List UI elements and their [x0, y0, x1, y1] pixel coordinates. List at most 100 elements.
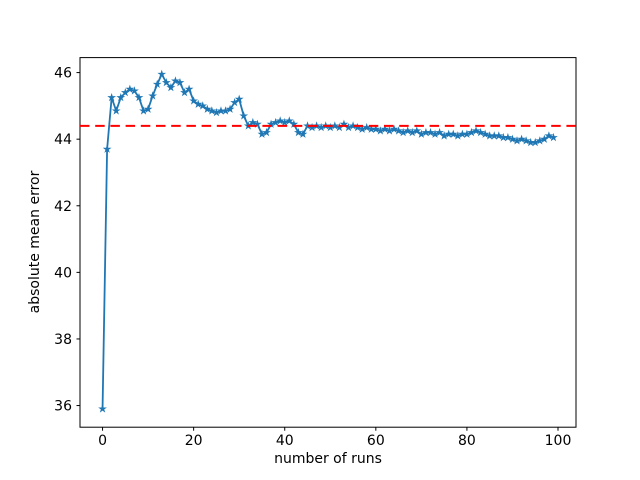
star-marker: [435, 127, 444, 137]
star-marker: [394, 126, 403, 135]
star-marker: [380, 124, 390, 133]
star-marker: [193, 99, 203, 108]
star-marker: [376, 126, 385, 135]
star-marker: [221, 106, 230, 115]
y-tick-label: 44: [54, 132, 72, 148]
star-marker: [175, 77, 185, 87]
star-marker: [494, 131, 504, 140]
star-marker: [535, 136, 545, 145]
star-marker: [107, 92, 117, 102]
star-marker: [325, 122, 335, 132]
star-marker: [253, 119, 262, 128]
star-marker: [330, 121, 340, 130]
star-marker: [335, 122, 344, 132]
x-tick-label: 0: [98, 433, 107, 449]
star-marker: [489, 131, 499, 140]
star-marker: [457, 129, 467, 138]
star-marker: [530, 137, 540, 147]
star-marker: [271, 117, 280, 127]
y-axis-label: absolute mean error: [27, 170, 43, 314]
star-marker: [448, 129, 458, 138]
y-tick-label: 38: [54, 332, 72, 348]
star-marker: [512, 136, 522, 145]
star-marker: [498, 132, 508, 142]
star-marker: [357, 124, 367, 133]
x-tick-label: 100: [545, 433, 572, 449]
star-marker: [362, 122, 372, 132]
star-marker: [130, 86, 139, 95]
star-marker: [303, 121, 312, 130]
star-marker: [207, 106, 217, 115]
y-tick-label: 46: [54, 66, 72, 82]
star-marker: [125, 84, 135, 93]
star-marker: [412, 126, 422, 135]
x-tick-label: 80: [458, 433, 476, 449]
star-marker: [371, 124, 381, 133]
x-tick-label: 20: [185, 433, 203, 449]
star-marker: [480, 129, 490, 138]
star-marker: [139, 106, 148, 115]
star-marker: [239, 111, 249, 120]
star-marker: [262, 127, 271, 137]
x-tick-label: 60: [367, 433, 385, 449]
star-marker: [189, 96, 199, 105]
y-tick-label: 40: [54, 265, 72, 281]
star-marker: [234, 94, 244, 103]
star-marker: [198, 101, 208, 110]
axes-frame: [79, 57, 577, 428]
star-marker: [462, 129, 472, 138]
star-marker: [385, 126, 394, 135]
star-marker: [184, 84, 194, 93]
x-tick-label: 40: [276, 433, 294, 449]
star-marker: [471, 126, 481, 135]
star-marker: [161, 77, 171, 87]
star-marker: [453, 131, 463, 140]
star-marker: [166, 82, 176, 92]
star-marker: [248, 117, 258, 127]
star-marker: [212, 107, 221, 117]
star-marker: [171, 76, 180, 85]
star-marker: [289, 119, 299, 128]
x-axis-label: number of runs: [274, 451, 382, 467]
star-marker: [152, 79, 162, 88]
star-marker: [134, 92, 144, 102]
star-marker: [316, 122, 326, 132]
star-marker: [439, 131, 449, 140]
star-marker: [344, 122, 353, 132]
y-tick-label: 42: [54, 199, 72, 215]
star-marker: [426, 127, 435, 137]
star-marker: [417, 129, 426, 138]
star-marker: [148, 91, 158, 100]
star-marker: [275, 116, 285, 125]
star-marker: [366, 124, 376, 133]
star-marker: [284, 116, 294, 125]
star-marker: [389, 124, 399, 133]
star-marker: [294, 127, 303, 137]
star-marker: [98, 404, 107, 413]
star-marker: [549, 132, 558, 142]
star-marker: [521, 136, 531, 145]
star-marker: [503, 132, 513, 142]
star-marker: [116, 92, 126, 102]
star-marker: [407, 127, 417, 137]
star-marker: [508, 134, 517, 143]
star-marker: [403, 126, 413, 135]
star-marker: [202, 104, 212, 113]
star-marker: [544, 131, 554, 140]
star-marker: [180, 87, 189, 97]
y-axis: 36 38 40 42 44 46: [54, 66, 80, 415]
star-marker: [539, 134, 549, 143]
star-marker: [216, 106, 226, 115]
star-marker: [517, 134, 526, 143]
star-marker: [398, 127, 408, 137]
star-marker: [102, 144, 112, 153]
star-marker: [353, 122, 362, 132]
star-marker: [348, 121, 358, 130]
star-marker: [266, 119, 276, 128]
star-marker: [476, 127, 485, 137]
star-marker: [157, 69, 167, 78]
star-marker: [430, 129, 440, 138]
star-marker: [485, 131, 495, 140]
